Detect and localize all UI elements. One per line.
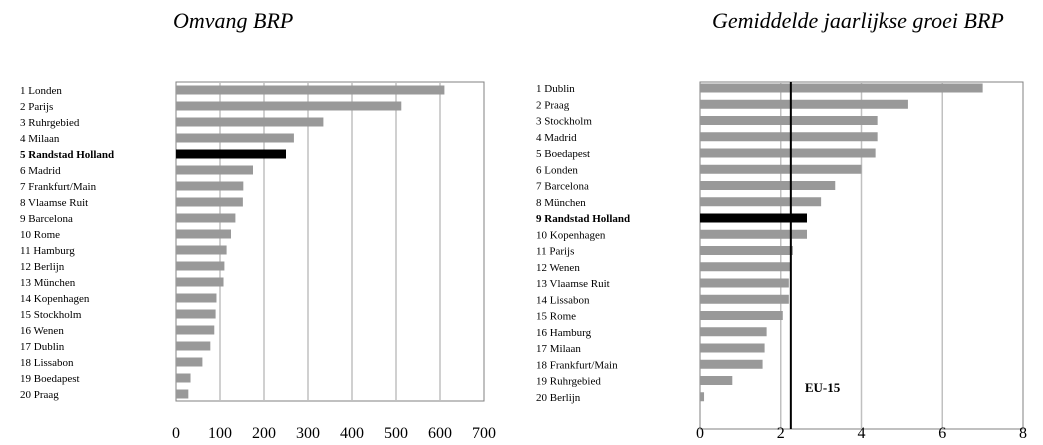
- groei-reference-label: EU-15: [805, 380, 841, 395]
- groei-category-label: 11 Parijs: [536, 246, 574, 258]
- omvang-x-tick-label: 0: [172, 425, 180, 442]
- groei-category-label: 10 Kopenhagen: [536, 229, 606, 241]
- groei-category-label: 4 Madrid: [536, 132, 577, 144]
- omvang-category-label: 11 Hamburg: [20, 245, 75, 257]
- omvang-category-label: 1 Londen: [20, 85, 62, 97]
- groei-bar: [700, 246, 793, 255]
- groei-bar: [700, 83, 983, 93]
- groei-category-label: 1 Dublin: [536, 83, 575, 95]
- omvang-bar: [176, 165, 253, 175]
- groei-category-label: 9 Randstad Holland: [536, 213, 630, 225]
- omvang-category-label: 16 Wenen: [20, 325, 64, 337]
- groei-category-label: 20 Berlijn: [536, 392, 581, 404]
- omvang-bar: [176, 117, 324, 127]
- groei-bar: [700, 99, 908, 109]
- omvang-bar: [176, 181, 244, 191]
- omvang-bar: [176, 357, 203, 367]
- omvang-category-label: 17 Dublin: [20, 341, 65, 353]
- omvang-category-label: 9 Barcelona: [20, 213, 73, 225]
- omvang-bar: [176, 85, 445, 95]
- groei-bar: [700, 148, 876, 158]
- omvang-x-tick-label: 300: [296, 425, 320, 442]
- groei-bar: [700, 132, 878, 142]
- omvang-category-label: 20 Praag: [20, 389, 59, 401]
- groei-category-label: 6 Londen: [536, 164, 578, 176]
- omvang-category-label: 5 Randstad Holland: [20, 149, 114, 161]
- groei-x-tick-label: 0: [696, 425, 704, 442]
- omvang-bar: [176, 325, 215, 335]
- omvang-category-label: 14 Kopenhagen: [20, 293, 90, 305]
- omvang-category-label: 12 Berlijn: [20, 261, 65, 273]
- omvang-category-label: 2 Parijs: [20, 101, 53, 113]
- omvang-bar: [176, 373, 191, 383]
- groei-x-tick-label: 8: [1019, 425, 1027, 442]
- omvang-category-label: 15 Stockholm: [20, 309, 82, 321]
- omvang-x-tick-label: 400: [340, 425, 364, 442]
- groei-bar: [700, 116, 878, 125]
- omvang-plot-area: [175, 81, 485, 402]
- groei-category-label: 7 Barcelona: [536, 181, 589, 193]
- groei-bar: [700, 392, 705, 402]
- groei-bar: [700, 343, 765, 353]
- groei-category-label: 19 Ruhrgebied: [536, 376, 601, 388]
- omvang-bar: [176, 229, 231, 239]
- chart-title-groei: Gemiddelde jaarlijkse groei BRP: [712, 8, 1004, 33]
- omvang-category-label: 18 Lissabon: [20, 357, 74, 369]
- groei-bar: [700, 359, 763, 369]
- groei-x-tick-label: 2: [777, 425, 785, 442]
- groei-category-label: 12 Wenen: [536, 262, 580, 274]
- omvang-x-tick-label: 500: [384, 425, 408, 442]
- groei-bar: [700, 327, 767, 337]
- groei-category-label: 16 Hamburg: [536, 327, 592, 339]
- omvang-x-tick-label: 700: [472, 425, 496, 442]
- omvang-category-label: 8 Vlaamse Ruit: [20, 197, 88, 209]
- omvang-bar: [176, 213, 236, 223]
- omvang-bar: [176, 149, 286, 159]
- omvang-bar: [176, 245, 227, 255]
- groei-x-tick-label: 4: [858, 425, 866, 442]
- groei-category-label: 18 Frankfurt/Main: [536, 359, 618, 371]
- groei-bar: [700, 229, 807, 239]
- omvang-bar: [176, 197, 243, 207]
- groei-x-tick-label: 6: [938, 425, 946, 442]
- groei-category-label: 2 Praag: [536, 99, 570, 111]
- groei-category-label: 14 Lissabon: [536, 294, 590, 306]
- omvang-category-label: 3 Ruhrgebied: [20, 117, 80, 129]
- omvang-category-label: 19 Boedapest: [20, 373, 80, 385]
- groei-category-label: 8 München: [536, 197, 586, 209]
- omvang-bar: [176, 309, 216, 319]
- groei-bar: [700, 311, 783, 320]
- omvang-bar: [176, 277, 224, 287]
- groei-category-label: 17 Milaan: [536, 343, 581, 355]
- groei-category-label: 15 Rome: [536, 311, 576, 323]
- omvang-bar: [176, 293, 217, 303]
- groei-bar: [700, 376, 733, 385]
- groei-category-label: 5 Boedapest: [536, 148, 590, 160]
- groei-bar: [700, 278, 789, 288]
- omvang-category-label: 13 München: [20, 277, 76, 289]
- omvang-x-tick-label: 100: [208, 425, 232, 442]
- omvang-bar: [176, 261, 225, 271]
- groei-bar: [700, 197, 822, 207]
- omvang-bar: [176, 341, 211, 351]
- omvang-x-tick-label: 200: [252, 425, 276, 442]
- groei-category-label: 13 Vlaamse Ruit: [536, 278, 610, 290]
- groei-bar: [700, 294, 789, 304]
- omvang-category-label: 10 Rome: [20, 229, 60, 241]
- omvang-bar: [176, 133, 294, 143]
- omvang-x-tick-label: 600: [428, 425, 452, 442]
- omvang-category-label: 6 Madrid: [20, 165, 61, 177]
- groei-bar: [700, 164, 862, 174]
- omvang-category-label: 4 Milaan: [20, 133, 60, 145]
- omvang-category-label: 7 Frankfurt/Main: [20, 181, 97, 193]
- groei-category-label: 3 Stockholm: [536, 116, 592, 128]
- groei-bar: [700, 262, 791, 272]
- omvang-bar: [176, 389, 189, 399]
- groei-bar: [700, 213, 807, 223]
- chart-title-omvang: Omvang BRP: [173, 8, 294, 33]
- groei-bar: [700, 181, 836, 190]
- omvang-bar: [176, 101, 402, 111]
